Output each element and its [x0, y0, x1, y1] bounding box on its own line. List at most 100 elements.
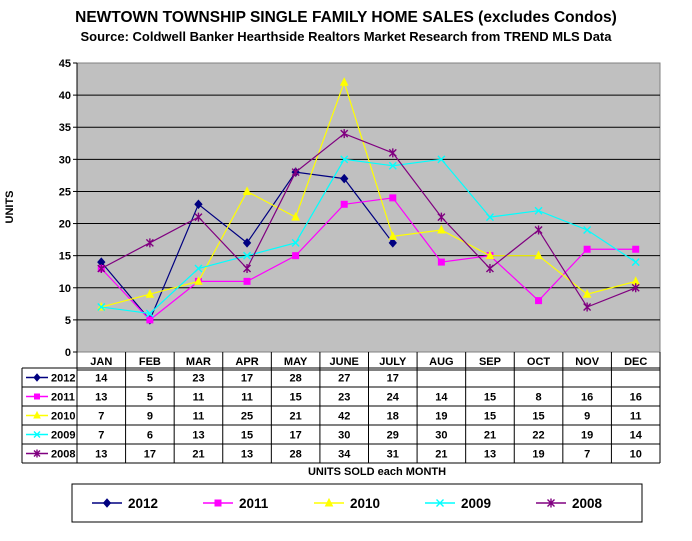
table-row-label-2009: 2009	[51, 430, 75, 442]
point-2009-feb	[145, 309, 154, 318]
table-cell-2009-july: 29	[387, 430, 399, 442]
point-2011-apr	[243, 277, 251, 285]
category-label-feb: FEB	[139, 356, 161, 368]
point-2008-sep	[485, 264, 494, 274]
table-cell-2008-nov: 7	[584, 449, 590, 461]
table-cell-2011-june: 23	[338, 392, 350, 404]
table-key-marker-2010	[33, 410, 41, 419]
table-cell-2011-july: 24	[387, 392, 400, 404]
point-2008-dec	[631, 283, 640, 293]
table-cell-2008-feb: 17	[144, 449, 156, 461]
point-2009-dec	[631, 258, 640, 267]
legend-marker-2011	[214, 499, 222, 507]
category-label-may: MAY	[284, 356, 308, 368]
table-cell-2008-may: 28	[290, 449, 302, 461]
plot-area	[76, 62, 661, 353]
point-2009-may	[291, 238, 300, 247]
table-cell-2008-mar: 21	[192, 449, 204, 461]
category-label-jan: JAN	[90, 356, 112, 368]
table-key-marker-2011	[34, 393, 40, 400]
ytick-label-40: 40	[59, 90, 71, 102]
table-cell-2011-sep: 15	[484, 392, 496, 404]
legend: 2012 2011 2010 2009 2008	[71, 483, 643, 523]
table-cell-2009-sep: 21	[484, 430, 496, 442]
category-label-dec: DEC	[624, 356, 647, 368]
point-2012-apr	[242, 238, 252, 248]
point-2011-july	[389, 194, 397, 202]
table-cell-2009-apr: 15	[241, 430, 253, 442]
table-cell-2010-feb: 9	[147, 411, 153, 423]
point-2008-apr	[243, 264, 252, 274]
table-key-marker-2012	[33, 373, 41, 382]
point-2010-feb	[145, 289, 155, 298]
category-label-june: JUNE	[330, 356, 359, 368]
category-label-nov: NOV	[575, 356, 600, 368]
point-2010-nov	[582, 289, 592, 298]
legend-label-2009: 2009	[461, 496, 491, 511]
point-2010-may	[291, 212, 300, 221]
ytick-label-25: 25	[59, 186, 71, 198]
table-cell-2008-sep: 13	[484, 449, 496, 461]
table-cell-2010-oct: 15	[532, 411, 544, 423]
table-cell-2010-mar: 11	[193, 411, 205, 423]
point-2008-july	[388, 148, 397, 158]
point-2008-mar	[194, 212, 203, 222]
table-cell-2012-may: 28	[290, 373, 302, 385]
point-2011-feb	[146, 316, 154, 324]
legend-marker-2008	[547, 498, 555, 508]
point-2011-may	[292, 252, 300, 260]
legend-marker-2009	[436, 499, 444, 507]
table-row-label-2011: 2011	[51, 392, 75, 404]
point-2008-feb	[145, 238, 154, 248]
table-cell-2009-dec: 14	[630, 430, 643, 442]
table-cell-2012-apr: 17	[241, 373, 253, 385]
point-2012-june	[340, 173, 349, 184]
chart-subtitle: Source: Coldwell Banker Hearthside Realt…	[81, 29, 613, 44]
table-row-label-2010: 2010	[51, 411, 75, 423]
point-2008-oct	[534, 225, 543, 235]
table-cell-2009-jan: 7	[98, 430, 104, 442]
table-cell-2012-feb: 5	[147, 373, 153, 385]
table-cell-2010-july: 18	[387, 411, 399, 423]
legend-label-2012: 2012	[128, 496, 158, 511]
table-cell-2012-mar: 23	[192, 373, 204, 385]
point-2010-aug	[437, 224, 446, 234]
ytick-label-20: 20	[59, 219, 71, 231]
category-label-july: JULY	[379, 356, 407, 368]
table-cell-2009-aug: 30	[435, 430, 447, 442]
series-lines	[96, 77, 641, 325]
ytick-label-30: 30	[59, 154, 71, 166]
table-cell-2011-mar: 11	[193, 392, 205, 404]
legend-label-2011: 2011	[239, 496, 269, 511]
point-2009-aug	[437, 155, 446, 164]
table-cell-2009-nov: 19	[581, 430, 593, 442]
point-2012-july	[388, 238, 397, 248]
category-label-sep: SEP	[479, 356, 501, 368]
table-cell-2008-oct: 19	[532, 449, 544, 461]
legend-marker-2012	[102, 498, 112, 508]
chart-title: NEWTOWN TOWNSHIP SINGLE FAMILY HOME SALE…	[75, 9, 617, 26]
grid-lines	[73, 62, 660, 353]
table-cell-2010-aug: 19	[435, 411, 447, 423]
point-2012-mar	[194, 199, 203, 210]
table-cell-2008-dec: 10	[630, 449, 642, 461]
point-2010-mar	[194, 276, 203, 285]
table-cell-2009-may: 17	[290, 430, 302, 442]
point-2009-june	[340, 155, 349, 164]
table-cell-2011-feb: 5	[147, 392, 153, 404]
x-axis-label: UNITS SOLD each MONTH	[308, 466, 446, 478]
category-label-mar: MAR	[186, 356, 211, 368]
data-table: JAN FEB MAR APR MAY JUNE JULY AUG SEP OCT NOV DEC 20…	[21, 352, 661, 464]
point-2009-july	[388, 161, 397, 170]
point-2011-oct	[535, 297, 543, 305]
point-2011-june	[340, 200, 348, 208]
table-cell-2008-aug: 21	[435, 449, 447, 461]
table-key-marker-2009	[33, 431, 41, 438]
point-2008-may	[291, 167, 300, 177]
table-cell-2012-jan: 14	[95, 373, 108, 385]
table-cell-2010-dec: 11	[630, 411, 642, 423]
table-cell-2008-jan: 13	[95, 449, 107, 461]
table-cell-2010-nov: 9	[584, 411, 590, 423]
ytick-label-5: 5	[65, 315, 71, 327]
